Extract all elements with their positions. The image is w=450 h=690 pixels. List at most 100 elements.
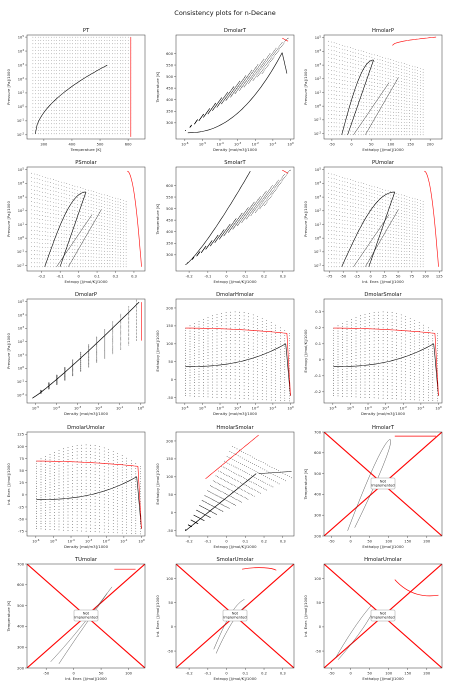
x-tick-label: -50 [329, 143, 336, 147]
isoline-dots [333, 384, 438, 392]
x-tick-label: -75 [327, 275, 333, 279]
isoline-dots [185, 63, 270, 131]
y-axis-label: Temperature [K] [303, 468, 308, 500]
y-tick-label: 105 [18, 298, 25, 304]
x-tick-label: 50 [369, 143, 374, 147]
isoline-dots [187, 202, 267, 263]
red-envelope [434, 333, 439, 396]
x-axis-label: Entropy [J/mol/K]/1000 [213, 676, 257, 681]
chart-title: DmolarP [75, 292, 97, 298]
chart-title: DmolarHmolar [216, 292, 255, 298]
isoline-dots [187, 188, 277, 263]
isoline-dots [185, 38, 288, 131]
isoline-dots [185, 343, 290, 359]
isoline-dots [187, 177, 285, 263]
x-tick-label: -50 [329, 540, 336, 544]
isoline-dots [185, 73, 263, 131]
isoline-dots [185, 68, 266, 131]
isoline-dots [333, 395, 438, 402]
saturation-curve [50, 586, 113, 662]
chart-title: HmolarSmolar [216, 425, 254, 431]
isoline-dots [185, 43, 284, 131]
x-tick-label: 10-6 [181, 405, 189, 411]
y-tick-label: 400 [17, 625, 25, 629]
isoline-dots [333, 334, 438, 352]
y-tick-label: 100 [315, 103, 322, 109]
x-tick-label: 100 [387, 143, 395, 147]
isoline-dots [185, 314, 290, 337]
plot-frame [26, 166, 146, 272]
isoline-dots [333, 340, 438, 357]
not-implemented-text: Implemented [371, 484, 394, 488]
x-tick-label: 10-1 [417, 405, 425, 411]
y-tick-label: -50 [18, 517, 25, 521]
x-tick-label: 100 [287, 405, 294, 411]
isoline-dots [185, 69, 265, 131]
plot-area [328, 170, 439, 268]
y-tick-label: 500 [166, 207, 174, 211]
chart-DmolarP: DmolarP 10-5 10-4 10-3 10-2 10-1 100 10-2 10-1 10… [6, 292, 146, 416]
isoline-dots [185, 454, 249, 531]
y-tick-label: 104 [315, 180, 322, 186]
isoline-dots [32, 327, 137, 399]
isoline-dots [185, 460, 260, 531]
x-tick-label: -50 [340, 275, 347, 279]
y-tick-label: 450 [166, 86, 174, 90]
saturation-curve [185, 343, 286, 367]
isoline-dots [185, 349, 290, 364]
isoline-dots [185, 72, 264, 131]
isoline-dots [333, 340, 438, 357]
red-envelope [333, 327, 435, 334]
isoline-dots [333, 353, 438, 367]
isoline-dots [185, 40, 286, 131]
isoline-dots [333, 346, 438, 362]
y-tick-label: 400 [166, 98, 174, 102]
saturation-curve [187, 52, 283, 134]
isoline-dots [32, 323, 137, 399]
isoline-dots [36, 514, 141, 522]
isoline-dots [333, 343, 438, 359]
isoline-dots [185, 449, 240, 531]
x-tick-label: 0.3 [280, 540, 286, 544]
plot-area [185, 434, 292, 532]
isoline-dots [187, 198, 270, 263]
isoline-dots [187, 173, 288, 263]
isoline-dots [187, 172, 289, 263]
plot-frame [323, 34, 443, 140]
y-tick-label: 550 [166, 195, 174, 199]
y-tick-label: 101 [18, 221, 25, 227]
y-tick-label: 200 [314, 534, 322, 538]
y-tick-label: 100 [18, 365, 25, 371]
y-tick-label: 450 [166, 218, 174, 222]
isoline-dots [32, 300, 137, 399]
y-axis-label: Int. Ener. [J/mol]/1000 [303, 595, 308, 637]
x-tick-label: 10-3 [74, 405, 82, 411]
y-axis-label: Temperature [K] [6, 600, 11, 632]
not-implemented-box [73, 609, 99, 622]
x-axis-label: Entropy [J/mol/K]/1000 [213, 544, 257, 549]
isoline-dots [185, 463, 266, 531]
isoline-dots [36, 470, 141, 487]
chart-title: HmolarT [372, 425, 395, 431]
isoline-dots [36, 467, 141, 485]
isoline-dots [185, 49, 280, 131]
y-tick-label: 50 [19, 469, 24, 473]
isoline-dots [36, 476, 141, 492]
chart-title: DmolarUmolar [67, 425, 106, 431]
isoline-dots [185, 375, 290, 384]
x-tick-label: 100 [138, 405, 145, 411]
red-envelope [286, 333, 291, 396]
isoline-dots [187, 175, 286, 263]
y-tick-label: 104 [315, 48, 322, 54]
isoline-dots [187, 182, 281, 263]
saturation-curve [136, 476, 142, 529]
y-tick-label: 10-2 [314, 262, 322, 268]
isoline-dots [333, 375, 438, 384]
isoline-dots [185, 455, 251, 531]
isoline-dots [187, 173, 288, 263]
x-tick-label: 0 [370, 275, 373, 279]
x-tick-label: -50 [43, 672, 50, 676]
y-tick-label: 0 [171, 625, 174, 629]
isoline-dots [185, 362, 290, 374]
y-tick-label: 50 [168, 601, 173, 605]
